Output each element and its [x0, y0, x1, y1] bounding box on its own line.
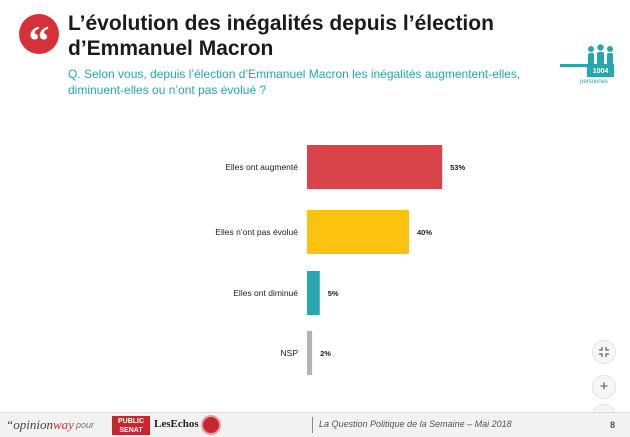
- category-label: Elles ont diminué: [233, 288, 298, 298]
- page-title: L’évolution des inégalités depuis l’élec…: [68, 12, 494, 60]
- footer-bar: “opinionway pour PUBLIC SENAT LesEchos La…: [0, 412, 630, 437]
- footer-source: La Question Politique de la Semaine – Ma…: [319, 419, 512, 429]
- footer-divider: [312, 417, 313, 433]
- value-label: 2%: [320, 349, 331, 358]
- quote-logo: “: [19, 14, 59, 65]
- opinionway-logo: “opinionway: [6, 417, 74, 432]
- category-label: Elles ont augmenté: [225, 162, 298, 172]
- bar-elles-ont-diminue: [307, 271, 320, 315]
- fit-screen-button[interactable]: [592, 340, 616, 364]
- public-senat-logo: PUBLIC SENAT: [112, 416, 150, 435]
- sample-size-label: personnes: [579, 79, 609, 85]
- les-echos-logo: LesEchos: [154, 418, 199, 430]
- category-label: Elles n’ont pas évolué: [215, 227, 298, 237]
- zoom-in-button[interactable]: +: [592, 375, 616, 399]
- footer-pour: pour: [76, 420, 95, 430]
- bar-nsp: [307, 331, 313, 375]
- survey-question: Q. Selon vous, depuis l’élection d’Emman…: [68, 67, 521, 97]
- value-label: 5%: [328, 289, 339, 298]
- category-label: NSP: [281, 348, 299, 358]
- radio-classique-logo: [201, 415, 221, 435]
- page-number: 8: [610, 420, 616, 430]
- value-label: 40%: [417, 228, 432, 237]
- bar-elles-ont-augmente: [307, 145, 443, 189]
- people-icon: [560, 44, 614, 67]
- bar-elles-n-ont-pas-evolue: [307, 210, 409, 254]
- sample-size-badge: 1004 personnes: [560, 44, 614, 92]
- sample-size-count: 1004: [587, 66, 614, 77]
- value-label: 53%: [450, 163, 465, 172]
- fit-screen-icon: [599, 347, 609, 357]
